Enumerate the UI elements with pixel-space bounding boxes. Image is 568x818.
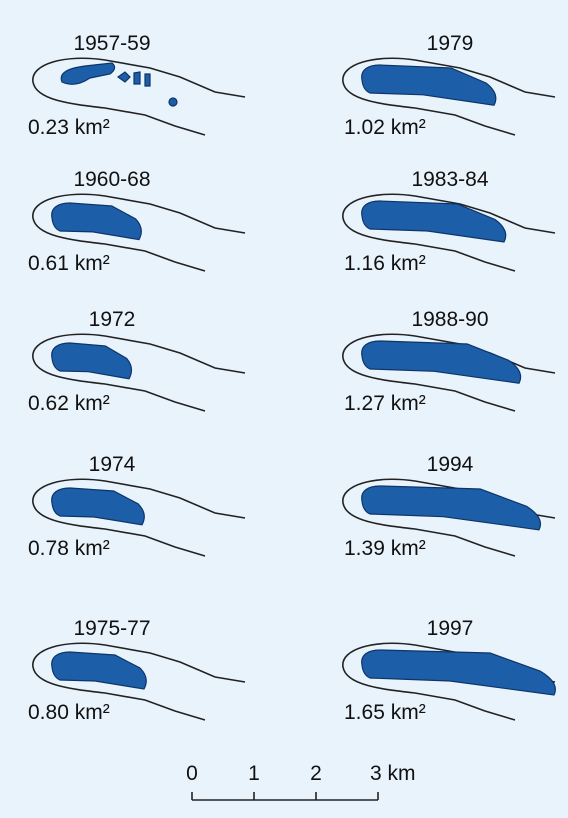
lake bbox=[168, 97, 178, 107]
area-label: 1.65 km² bbox=[344, 701, 426, 724]
valley-outline bbox=[32, 57, 246, 136]
panel: 1988-90 1.27 km² bbox=[342, 308, 556, 415]
lake bbox=[60, 62, 116, 85]
period-label: 1960-68 bbox=[73, 168, 150, 191]
lake bbox=[51, 651, 147, 690]
lake bbox=[51, 202, 142, 241]
lake bbox=[51, 487, 145, 526]
lake bbox=[144, 73, 151, 87]
area-label: 0.80 km² bbox=[28, 701, 110, 724]
valley-outline bbox=[342, 57, 556, 136]
period-label: 1997 bbox=[427, 617, 474, 640]
period-label: 1975-77 bbox=[73, 617, 150, 640]
lake bbox=[51, 342, 133, 380]
area-label: 1.27 km² bbox=[344, 392, 426, 415]
lake bbox=[116, 71, 131, 83]
panel: 1972 0.62 km² bbox=[28, 308, 246, 415]
valley-outline bbox=[32, 642, 246, 721]
panel: 1979 1.02 km² bbox=[342, 32, 556, 139]
lake bbox=[361, 649, 556, 696]
valley-outline bbox=[342, 478, 556, 557]
panel: 1957-59 0.23 km² bbox=[28, 32, 246, 139]
period-label: 1957-59 bbox=[73, 32, 150, 55]
valley-outline bbox=[32, 333, 246, 412]
valley-outline bbox=[342, 642, 556, 721]
period-label: 1974 bbox=[89, 453, 136, 476]
area-label: 0.62 km² bbox=[28, 392, 110, 415]
scale-label: 0 bbox=[186, 762, 198, 785]
lake bbox=[361, 64, 497, 106]
panel: 1997 1.65 km² bbox=[342, 617, 556, 724]
area-label: 0.23 km² bbox=[28, 116, 110, 139]
period-label: 1972 bbox=[89, 308, 136, 331]
panel: 1975-77 0.80 km² bbox=[28, 617, 246, 724]
panel: 1983-84 1.16 km² bbox=[342, 168, 556, 275]
period-label: 1983-84 bbox=[411, 168, 488, 191]
scale-bar: 0 1 2 3 km bbox=[186, 762, 416, 801]
panel: 1960-68 0.61 km² bbox=[28, 168, 246, 275]
lake bbox=[361, 485, 542, 531]
area-label: 1.02 km² bbox=[344, 116, 426, 139]
lake bbox=[361, 340, 522, 384]
lake bbox=[361, 200, 507, 243]
period-label: 1994 bbox=[427, 453, 474, 476]
valley-outline bbox=[32, 193, 246, 272]
area-label: 0.78 km² bbox=[28, 537, 110, 560]
area-label: 1.16 km² bbox=[344, 252, 426, 275]
area-label: 0.61 km² bbox=[28, 252, 110, 275]
period-label: 1979 bbox=[427, 32, 474, 55]
scale-label: 3 km bbox=[370, 762, 416, 785]
area-label: 1.39 km² bbox=[344, 537, 426, 560]
scale-label: 1 bbox=[248, 762, 260, 785]
period-label: 1988-90 bbox=[411, 308, 488, 331]
valley-outline bbox=[32, 478, 246, 557]
panel: 1974 0.78 km² bbox=[28, 453, 246, 560]
lake bbox=[133, 71, 141, 85]
scale-label: 2 bbox=[310, 762, 322, 785]
valley-outline bbox=[342, 193, 556, 272]
panel: 1994 1.39 km² bbox=[342, 453, 556, 560]
valley-outline bbox=[342, 333, 556, 412]
